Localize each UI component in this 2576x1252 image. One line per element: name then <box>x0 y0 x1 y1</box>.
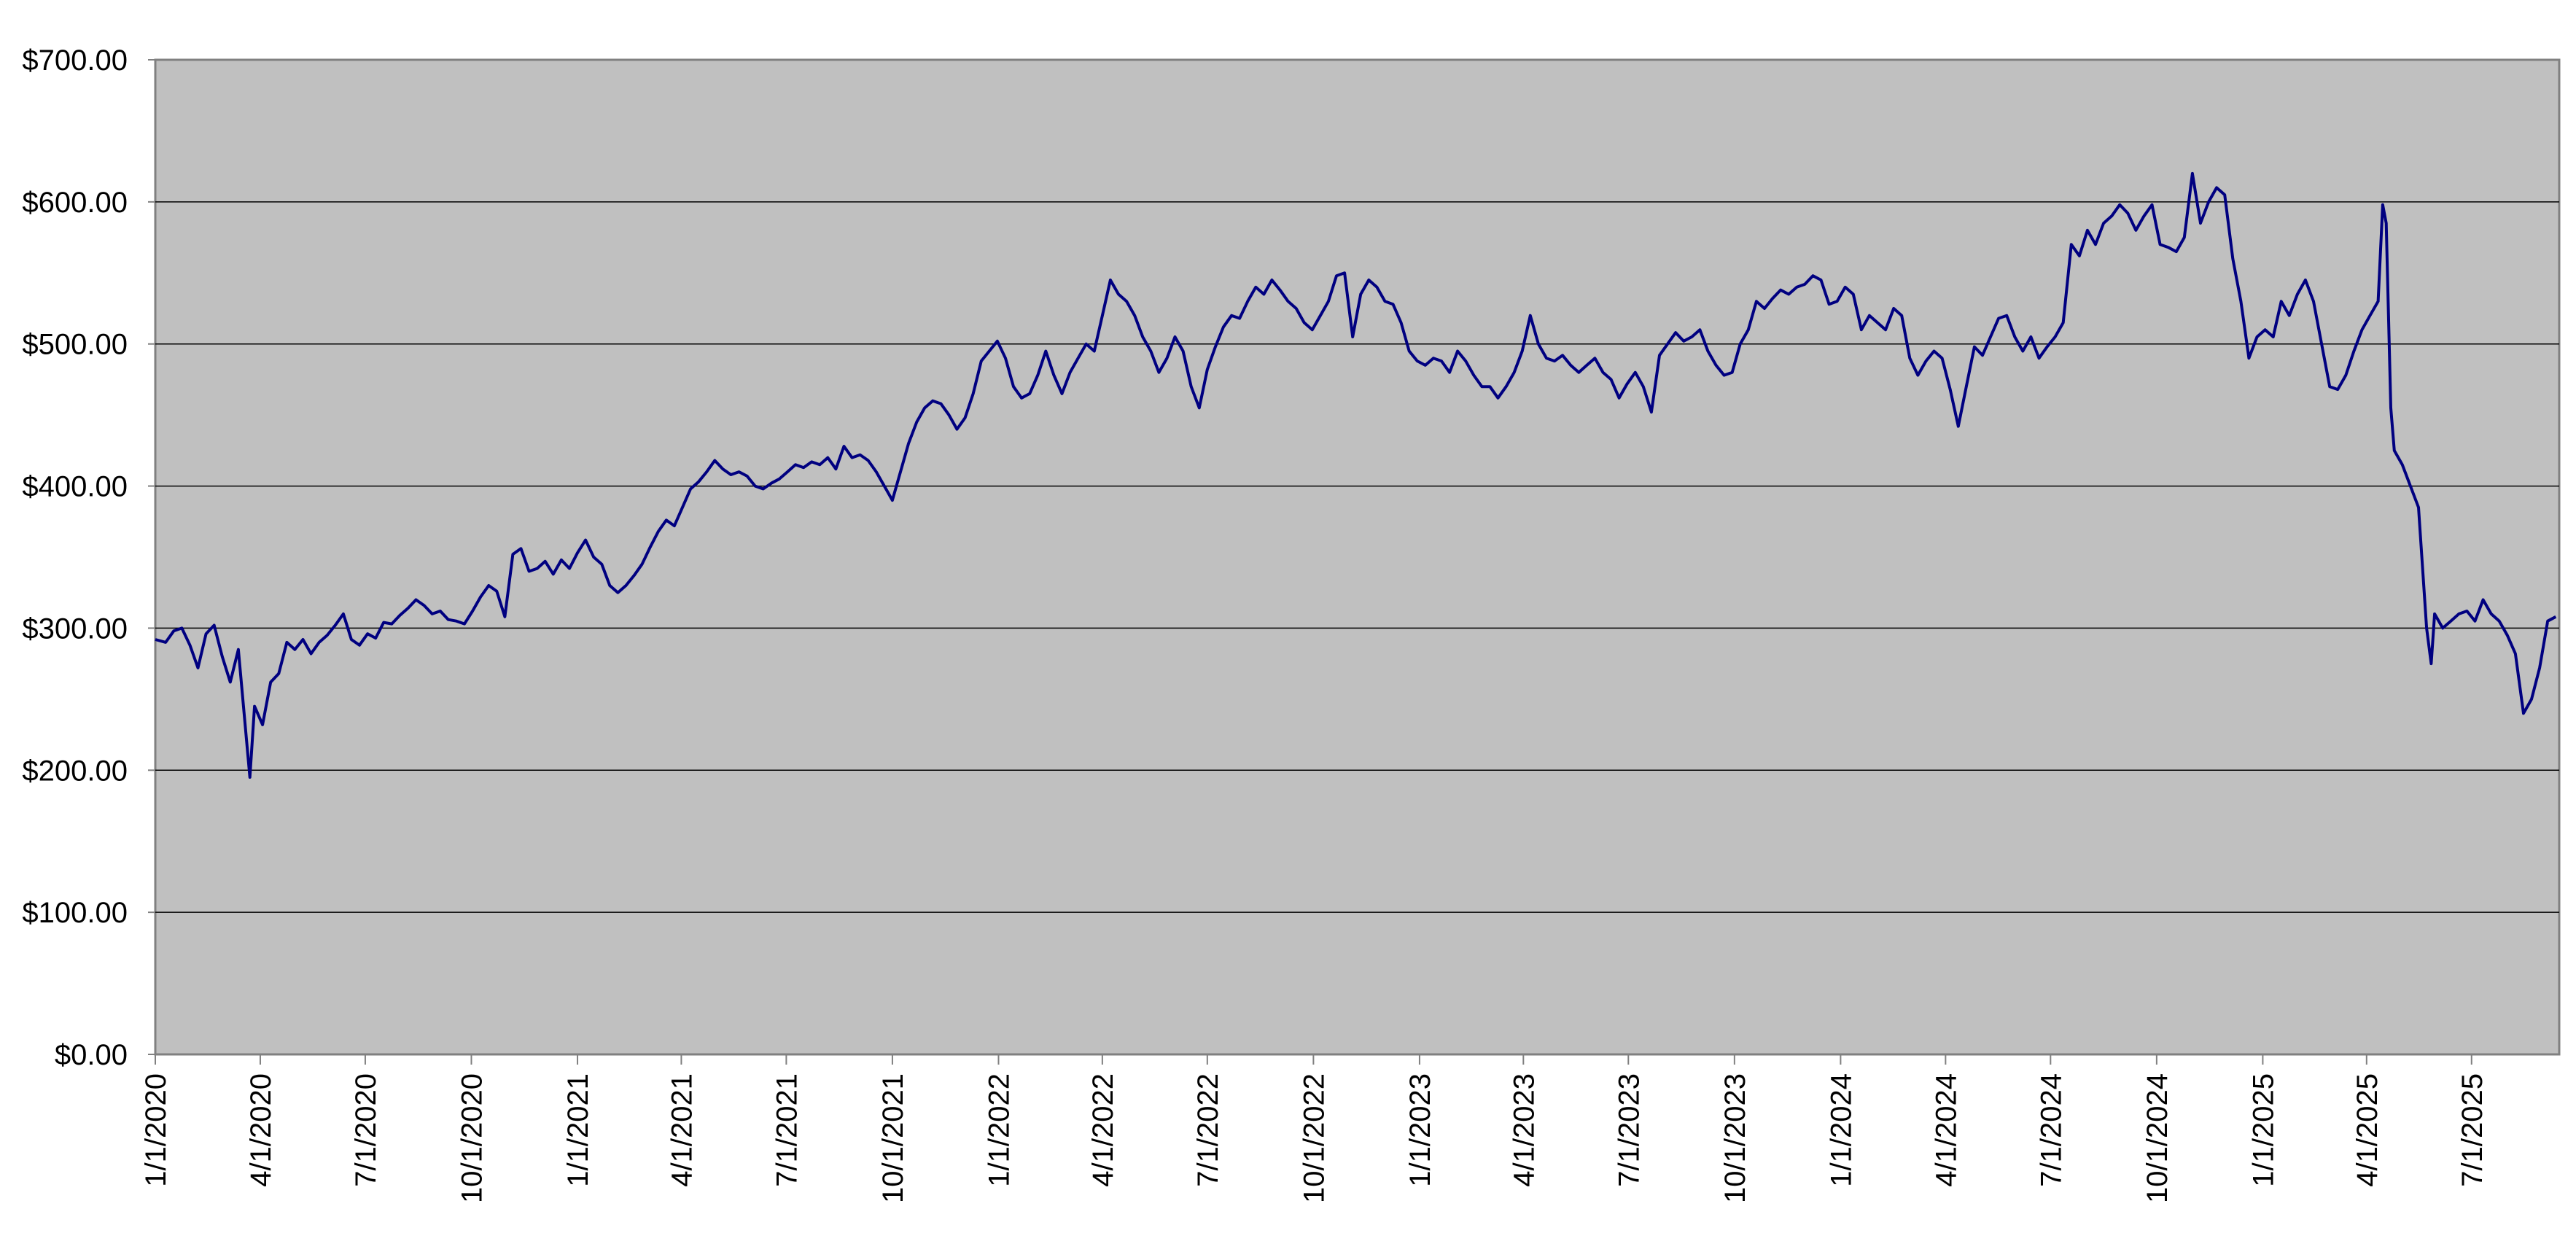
y-tick-label: $100.00 <box>22 897 128 929</box>
y-tick-label: $400.00 <box>22 471 128 503</box>
x-tick-label: 7/1/2022 <box>1192 1073 1224 1187</box>
x-axis: 1/1/2020 4/1/2020 7/1/2020 10/1/2020 1/1/202… <box>140 1054 2489 1203</box>
y-tick-label: $700.00 <box>22 44 128 77</box>
y-tick-label: $0.00 <box>55 1039 128 1071</box>
x-tick-label: 7/1/2024 <box>2035 1073 2067 1187</box>
y-tick-label: $300.00 <box>22 613 128 645</box>
y-tick-label: $600.00 <box>22 187 128 219</box>
y-tick-label: $500.00 <box>22 329 128 361</box>
x-tick-label: 7/1/2025 <box>2456 1073 2489 1187</box>
x-tick-label: 4/1/2023 <box>1508 1073 1540 1187</box>
x-tick-label: 4/1/2025 <box>2351 1073 2384 1187</box>
x-tick-label: 1/1/2025 <box>2247 1073 2279 1187</box>
x-tick-label: 7/1/2021 <box>771 1073 803 1187</box>
x-tick-label: 1/1/2021 <box>562 1073 594 1187</box>
x-tick-label: 10/1/2023 <box>1719 1073 1751 1203</box>
x-tick-label: 7/1/2023 <box>1613 1073 1645 1187</box>
x-tick-label: 1/1/2024 <box>1825 1073 1857 1187</box>
x-tick-label: 7/1/2020 <box>350 1073 382 1187</box>
y-tick-label: $200.00 <box>22 755 128 787</box>
plot-area <box>154 58 2561 1056</box>
x-tick-label: 4/1/2021 <box>666 1073 698 1187</box>
x-tick-label: 4/1/2022 <box>1087 1073 1119 1187</box>
x-tick-label: 4/1/2020 <box>245 1073 277 1187</box>
x-tick-label: 1/1/2020 <box>140 1073 172 1187</box>
y-axis: $0.00 $100.00 $200.00 $300.00 $400.00 $500.00… <box>22 44 155 1071</box>
x-tick-label: 10/1/2020 <box>456 1073 488 1203</box>
x-tick-label: 10/1/2024 <box>2141 1073 2174 1203</box>
gridlines <box>155 201 2559 913</box>
price-series-line <box>155 171 2557 779</box>
x-tick-label: 10/1/2022 <box>1298 1073 1330 1203</box>
x-tick-label: 1/1/2022 <box>983 1073 1015 1187</box>
x-tick-label: 10/1/2021 <box>877 1073 909 1203</box>
x-tick-label: 1/1/2023 <box>1404 1073 1436 1187</box>
x-tick-label: 4/1/2024 <box>1930 1073 1962 1187</box>
